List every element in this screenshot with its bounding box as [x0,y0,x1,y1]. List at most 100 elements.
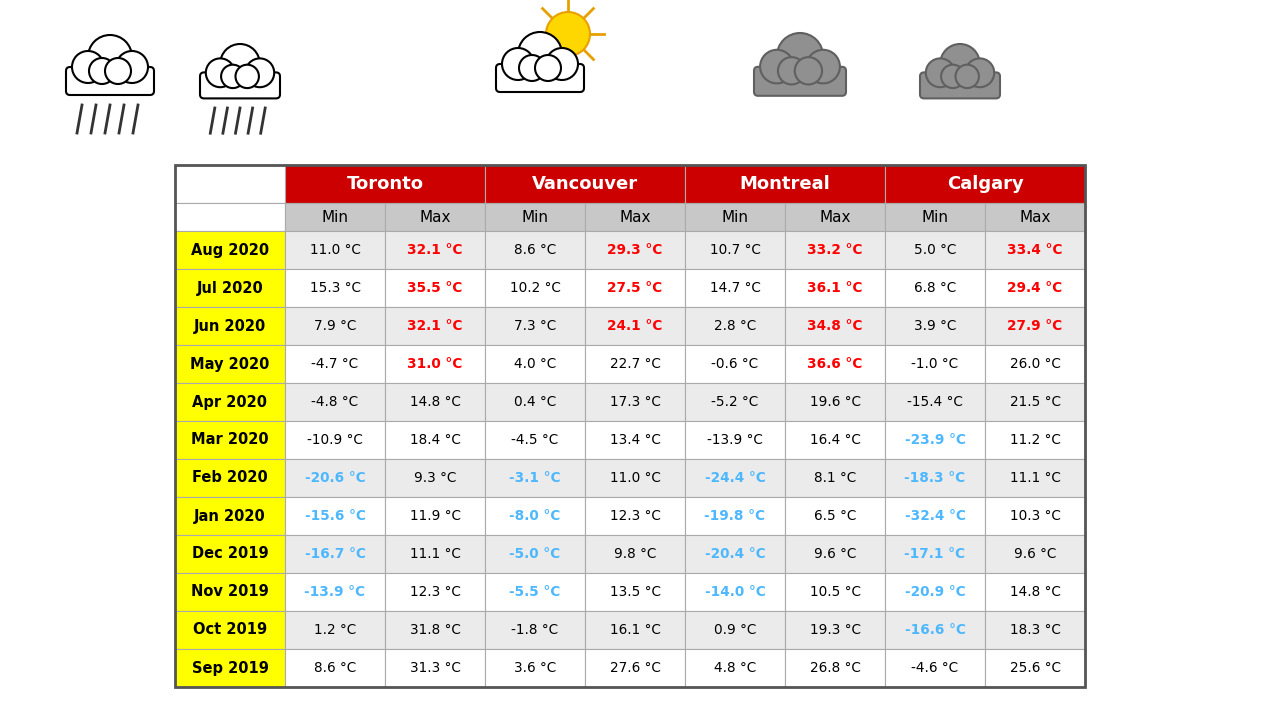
Text: 13.4 °C: 13.4 °C [609,433,660,447]
Bar [685,421,785,459]
Bar [385,383,485,421]
Text: 11.9 °C: 11.9 °C [410,509,461,523]
Bar [685,307,785,345]
Text: -14.0 °C: -14.0 °C [704,585,765,599]
Bar [175,165,1085,687]
Bar [585,459,685,497]
Text: Max: Max [420,210,451,225]
Bar [884,345,986,383]
Bar [685,573,785,611]
Text: 11.0 °C: 11.0 °C [310,243,361,257]
Text: 7.9 °C: 7.9 °C [314,319,356,333]
Bar [175,421,285,459]
Text: 4.8 °C: 4.8 °C [714,661,756,675]
Text: -17.1 °C: -17.1 °C [905,547,965,561]
Circle shape [220,44,260,84]
Bar [685,203,785,231]
Bar [884,535,986,573]
Bar [986,307,1085,345]
Bar [285,421,385,459]
Circle shape [116,51,148,83]
FancyBboxPatch shape [497,64,584,92]
Bar [175,345,285,383]
Bar [285,203,385,231]
Bar [785,203,884,231]
FancyBboxPatch shape [200,73,280,99]
Bar [485,345,585,383]
Text: -20.4 °C: -20.4 °C [705,547,765,561]
Text: 19.6 °C: 19.6 °C [809,395,860,409]
Bar [884,573,986,611]
Bar [285,535,385,573]
Bar [986,611,1085,649]
Bar [285,345,385,383]
Bar [986,535,1085,573]
Bar [986,421,1085,459]
Text: 0.4 °C: 0.4 °C [513,395,556,409]
Text: 25.6 °C: 25.6 °C [1010,661,1061,675]
Circle shape [72,51,104,83]
Text: Montreal: Montreal [740,175,831,193]
Circle shape [778,57,805,84]
Bar [585,203,685,231]
Text: -23.9 °C: -23.9 °C [905,433,965,447]
Bar [785,421,884,459]
Bar [385,421,485,459]
Circle shape [236,65,259,88]
Text: 10.2 °C: 10.2 °C [509,281,561,295]
Bar [385,307,485,345]
Text: 12.3 °C: 12.3 °C [410,585,461,599]
Text: Jul 2020: Jul 2020 [197,281,264,295]
Text: 7.3 °C: 7.3 °C [513,319,556,333]
Bar [175,269,285,307]
Bar [485,459,585,497]
Text: -16.7 °C: -16.7 °C [305,547,365,561]
Circle shape [795,57,822,84]
Text: Max: Max [1019,210,1051,225]
Bar [285,165,485,203]
Bar [485,421,585,459]
Text: 16.1 °C: 16.1 °C [609,623,660,637]
Bar [884,497,986,535]
Text: 8.6 °C: 8.6 °C [513,243,556,257]
Text: 21.5 °C: 21.5 °C [1010,395,1061,409]
Bar [585,573,685,611]
Bar [685,269,785,307]
Text: 31.3 °C: 31.3 °C [410,661,461,675]
Text: 15.3 °C: 15.3 °C [310,281,361,295]
Bar [585,231,685,269]
Text: Aug 2020: Aug 2020 [191,243,269,258]
Text: 34.8 °C: 34.8 °C [808,319,863,333]
Bar [385,535,485,573]
Text: Jan 2020: Jan 2020 [195,508,266,523]
Text: Nov 2019: Nov 2019 [191,585,269,600]
Circle shape [941,65,965,88]
Text: -5.2 °C: -5.2 °C [712,395,759,409]
Circle shape [221,65,244,88]
Bar [785,383,884,421]
Text: 27.9 °C: 27.9 °C [1007,319,1062,333]
Bar [385,497,485,535]
Bar [884,421,986,459]
Bar [175,165,285,203]
Text: 9.8 °C: 9.8 °C [614,547,657,561]
Text: 29.4 °C: 29.4 °C [1007,281,1062,295]
Text: -10.9 °C: -10.9 °C [307,433,364,447]
Text: 14.8 °C: 14.8 °C [1010,585,1060,599]
Bar [685,535,785,573]
Bar [585,611,685,649]
Text: 2.8 °C: 2.8 °C [714,319,756,333]
Bar [285,383,385,421]
Circle shape [547,12,590,56]
Text: Feb 2020: Feb 2020 [192,470,268,485]
Bar [685,649,785,687]
Bar [685,231,785,269]
Bar [785,459,884,497]
Text: 10.3 °C: 10.3 °C [1010,509,1060,523]
Text: 36.1 °C: 36.1 °C [808,281,863,295]
Bar [685,611,785,649]
Circle shape [518,55,545,81]
Bar [385,649,485,687]
Text: -5.0 °C: -5.0 °C [509,547,561,561]
Text: 27.5 °C: 27.5 °C [608,281,663,295]
